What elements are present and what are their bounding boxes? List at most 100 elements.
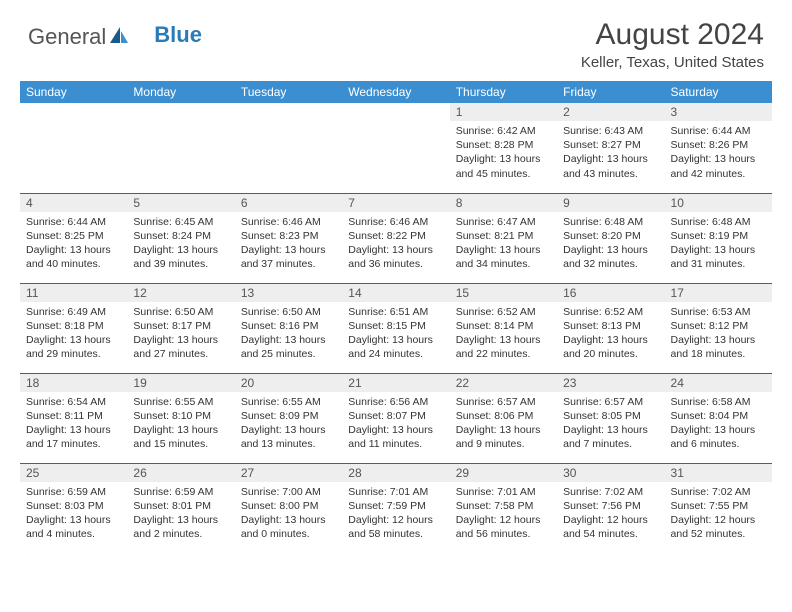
daylight-line1: Daylight: 12 hours	[671, 513, 766, 527]
day-number: 2	[557, 103, 664, 121]
daylight-line1: Daylight: 13 hours	[348, 423, 443, 437]
sunrise-text: Sunrise: 6:51 AM	[348, 305, 443, 319]
sunset-text: Sunset: 8:06 PM	[456, 409, 551, 423]
calendar-day-cell: 13Sunrise: 6:50 AMSunset: 8:16 PMDayligh…	[235, 283, 342, 373]
weekday-header: Friday	[557, 81, 664, 103]
day-number: 26	[127, 464, 234, 482]
day-number: 14	[342, 284, 449, 302]
day-number: 30	[557, 464, 664, 482]
calendar-day-cell: 2Sunrise: 6:43 AMSunset: 8:27 PMDaylight…	[557, 103, 664, 193]
calendar-day-cell	[342, 103, 449, 193]
day-details: Sunrise: 6:57 AMSunset: 8:05 PMDaylight:…	[557, 392, 664, 456]
daylight-line2: and 27 minutes.	[133, 347, 228, 361]
calendar-day-cell: 4Sunrise: 6:44 AMSunset: 8:25 PMDaylight…	[20, 193, 127, 283]
day-number: 22	[450, 374, 557, 392]
day-details: Sunrise: 6:49 AMSunset: 8:18 PMDaylight:…	[20, 302, 127, 366]
day-details: Sunrise: 6:48 AMSunset: 8:20 PMDaylight:…	[557, 212, 664, 276]
daylight-line2: and 43 minutes.	[563, 167, 658, 181]
calendar-day-cell: 21 Sunrise: 6:56 AMSunset: 8:07 PMDayligh…	[342, 373, 449, 463]
sunrise-text: Sunrise: 6:55 AM	[241, 395, 336, 409]
daylight-line1: Daylight: 13 hours	[241, 243, 336, 257]
sunset-text: Sunset: 7:58 PM	[456, 499, 551, 513]
sunset-text: Sunset: 8:03 PM	[26, 499, 121, 513]
calendar-week-row: 18Sunrise: 6:54 AMSunset: 8:11 PMDayligh…	[20, 373, 772, 463]
sunrise-text: Sunrise: 6:46 AM	[348, 215, 443, 229]
calendar-day-cell: 19Sunrise: 6:55 AMSunset: 8:10 PMDayligh…	[127, 373, 234, 463]
daylight-line1: Daylight: 12 hours	[348, 513, 443, 527]
sunset-text: Sunset: 8:11 PM	[26, 409, 121, 423]
day-number: 19	[127, 374, 234, 392]
sunrise-text: Sunrise: 6:44 AM	[671, 124, 766, 138]
sunset-text: Sunset: 8:17 PM	[133, 319, 228, 333]
sunset-text: Sunset: 8:04 PM	[671, 409, 766, 423]
day-details: Sunrise: 6:59 AMSunset: 8:03 PMDaylight:…	[20, 482, 127, 546]
sunset-text: Sunset: 8:15 PM	[348, 319, 443, 333]
day-number: 24	[665, 374, 772, 392]
sunset-text: Sunset: 8:07 PM	[348, 409, 443, 423]
day-number: 8	[450, 194, 557, 212]
daylight-line1: Daylight: 13 hours	[241, 513, 336, 527]
day-details: Sunrise: 6:48 AMSunset: 8:19 PMDaylight:…	[665, 212, 772, 276]
sunset-text: Sunset: 8:21 PM	[456, 229, 551, 243]
daylight-line1: Daylight: 13 hours	[133, 513, 228, 527]
day-details: Sunrise: 7:01 AMSunset: 7:59 PMDaylight:…	[342, 482, 449, 546]
daylight-line2: and 45 minutes.	[456, 167, 551, 181]
calendar-day-cell: 12Sunrise: 6:50 AMSunset: 8:17 PMDayligh…	[127, 283, 234, 373]
daylight-line1: Daylight: 13 hours	[563, 152, 658, 166]
page-header: General Blue August 2024 Keller, Texas, …	[0, 0, 792, 75]
day-details: Sunrise: 6:55 AMSunset: 8:09 PMDaylight:…	[235, 392, 342, 456]
calendar-day-cell: 3Sunrise: 6:44 AMSunset: 8:26 PMDaylight…	[665, 103, 772, 193]
daylight-line1: Daylight: 12 hours	[563, 513, 658, 527]
sunset-text: Sunset: 8:26 PM	[671, 138, 766, 152]
calendar-day-cell: 5Sunrise: 6:45 AMSunset: 8:24 PMDaylight…	[127, 193, 234, 283]
daylight-line1: Daylight: 13 hours	[456, 333, 551, 347]
sunset-text: Sunset: 8:27 PM	[563, 138, 658, 152]
day-number: 1	[450, 103, 557, 121]
sunrise-text: Sunrise: 6:56 AM	[348, 395, 443, 409]
sunrise-text: Sunrise: 6:53 AM	[671, 305, 766, 319]
calendar-day-cell: 27Sunrise: 7:00 AMSunset: 8:00 PMDayligh…	[235, 463, 342, 553]
sunset-text: Sunset: 8:14 PM	[456, 319, 551, 333]
sunrise-text: Sunrise: 6:49 AM	[26, 305, 121, 319]
sunrise-text: Sunrise: 7:02 AM	[563, 485, 658, 499]
daylight-line2: and 40 minutes.	[26, 257, 121, 271]
sunset-text: Sunset: 8:00 PM	[241, 499, 336, 513]
daylight-line2: and 6 minutes.	[671, 437, 766, 451]
sunrise-text: Sunrise: 6:46 AM	[241, 215, 336, 229]
daylight-line2: and 22 minutes.	[456, 347, 551, 361]
calendar-day-cell: 8Sunrise: 6:47 AMSunset: 8:21 PMDaylight…	[450, 193, 557, 283]
day-details: Sunrise: 6:59 AMSunset: 8:01 PMDaylight:…	[127, 482, 234, 546]
day-number: 9	[557, 194, 664, 212]
daylight-line2: and 32 minutes.	[563, 257, 658, 271]
daylight-line2: and 42 minutes.	[671, 167, 766, 181]
day-number: 21	[342, 374, 449, 392]
daylight-line2: and 56 minutes.	[456, 527, 551, 541]
day-number: 4	[20, 194, 127, 212]
day-number: 20	[235, 374, 342, 392]
daylight-line2: and 34 minutes.	[456, 257, 551, 271]
calendar-day-cell: 22Sunrise: 6:57 AMSunset: 8:06 PMDayligh…	[450, 373, 557, 463]
calendar-day-cell: 17Sunrise: 6:53 AMSunset: 8:12 PMDayligh…	[665, 283, 772, 373]
day-details: Sunrise: 6:52 AMSunset: 8:13 PMDaylight:…	[557, 302, 664, 366]
day-details: Sunrise: 6:50 AMSunset: 8:16 PMDaylight:…	[235, 302, 342, 366]
sunset-text: Sunset: 8:24 PM	[133, 229, 228, 243]
title-block: August 2024 Keller, Texas, United States	[581, 18, 764, 71]
daylight-line2: and 37 minutes.	[241, 257, 336, 271]
day-details: Sunrise: 6:44 AMSunset: 8:25 PMDaylight:…	[20, 212, 127, 276]
daylight-line1: Daylight: 13 hours	[671, 333, 766, 347]
day-details: Sunrise: 6:46 AMSunset: 8:23 PMDaylight:…	[235, 212, 342, 276]
daylight-line1: Daylight: 13 hours	[348, 333, 443, 347]
calendar-day-cell: 10Sunrise: 6:48 AMSunset: 8:19 PMDayligh…	[665, 193, 772, 283]
daylight-line2: and 20 minutes.	[563, 347, 658, 361]
weekday-header: Tuesday	[235, 81, 342, 103]
daylight-line2: and 9 minutes.	[456, 437, 551, 451]
sunset-text: Sunset: 7:56 PM	[563, 499, 658, 513]
calendar-header-row: SundayMondayTuesdayWednesdayThursdayFrid…	[20, 81, 772, 103]
sunrise-text: Sunrise: 6:42 AM	[456, 124, 551, 138]
daylight-line2: and 54 minutes.	[563, 527, 658, 541]
daylight-line1: Daylight: 13 hours	[671, 243, 766, 257]
daylight-line1: Daylight: 13 hours	[456, 152, 551, 166]
calendar-week-row: 25Sunrise: 6:59 AMSunset: 8:03 PMDayligh…	[20, 463, 772, 553]
weekday-header: Wednesday	[342, 81, 449, 103]
day-number: 28	[342, 464, 449, 482]
